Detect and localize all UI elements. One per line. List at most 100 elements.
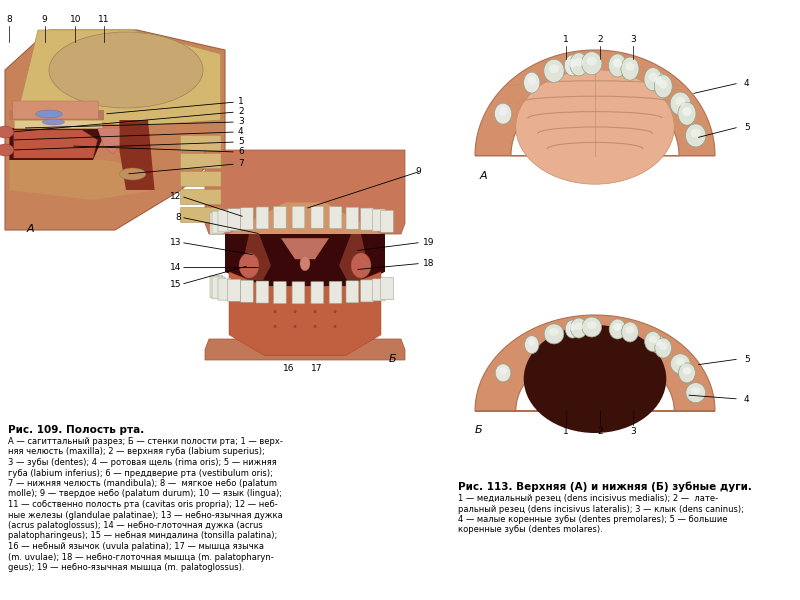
Ellipse shape <box>314 325 317 328</box>
Ellipse shape <box>119 168 146 180</box>
Ellipse shape <box>569 59 577 68</box>
Text: 15: 15 <box>170 280 181 289</box>
Ellipse shape <box>274 325 277 328</box>
Ellipse shape <box>300 256 310 271</box>
Polygon shape <box>14 130 98 158</box>
Text: 2: 2 <box>597 35 602 44</box>
FancyBboxPatch shape <box>381 211 394 232</box>
FancyBboxPatch shape <box>241 208 254 230</box>
FancyBboxPatch shape <box>228 279 240 301</box>
FancyBboxPatch shape <box>330 281 342 304</box>
Text: 7 — нижняя челюсть (mandibula); 8 —  мягкое небо (palatum: 7 — нижняя челюсть (mandibula); 8 — мягк… <box>8 479 277 488</box>
Text: А — сагиттальный разрез; Б — стенки полости рта; 1 — верх-: А — сагиттальный разрез; Б — стенки поло… <box>8 437 283 446</box>
Ellipse shape <box>544 324 564 344</box>
Polygon shape <box>281 238 329 259</box>
Ellipse shape <box>274 295 277 299</box>
Polygon shape <box>243 234 271 280</box>
Ellipse shape <box>651 335 666 353</box>
Text: 5: 5 <box>744 122 750 131</box>
FancyBboxPatch shape <box>210 275 222 298</box>
FancyBboxPatch shape <box>241 280 254 302</box>
Ellipse shape <box>528 76 536 85</box>
Text: 7: 7 <box>238 160 244 169</box>
Ellipse shape <box>582 52 602 75</box>
Ellipse shape <box>574 58 583 67</box>
Ellipse shape <box>294 295 297 299</box>
Ellipse shape <box>670 354 690 374</box>
Ellipse shape <box>582 317 602 337</box>
Ellipse shape <box>0 126 14 138</box>
Ellipse shape <box>549 64 559 73</box>
Polygon shape <box>339 234 367 280</box>
FancyBboxPatch shape <box>181 190 221 205</box>
Polygon shape <box>98 128 119 154</box>
Text: Б: Б <box>389 354 397 364</box>
Text: 5: 5 <box>238 137 244 146</box>
Text: 4: 4 <box>744 395 750 403</box>
Text: коренные зубы (dentes molares).: коренные зубы (dentes molares). <box>458 526 602 535</box>
FancyBboxPatch shape <box>330 206 342 229</box>
FancyBboxPatch shape <box>14 120 102 128</box>
Ellipse shape <box>294 325 297 328</box>
Polygon shape <box>229 202 381 234</box>
Text: Рис. 109. Полость рта.: Рис. 109. Полость рта. <box>8 425 144 435</box>
FancyBboxPatch shape <box>274 281 286 304</box>
Ellipse shape <box>498 107 507 116</box>
Text: 1: 1 <box>563 427 569 436</box>
Text: 19: 19 <box>423 238 434 247</box>
Ellipse shape <box>294 310 297 313</box>
Polygon shape <box>225 234 385 286</box>
Ellipse shape <box>644 68 662 91</box>
Ellipse shape <box>586 56 597 65</box>
Text: 8: 8 <box>6 15 12 24</box>
Text: palatopharingeus); 15 — небная миндалина (tonsilla palatina);: palatopharingeus); 15 — небная миндалина… <box>8 532 278 541</box>
Ellipse shape <box>686 124 706 147</box>
Ellipse shape <box>587 321 597 329</box>
Ellipse shape <box>614 323 622 331</box>
Polygon shape <box>10 160 154 200</box>
Ellipse shape <box>614 323 621 331</box>
Polygon shape <box>205 150 405 234</box>
Text: 3: 3 <box>238 118 244 127</box>
Ellipse shape <box>675 358 686 365</box>
Ellipse shape <box>609 54 626 77</box>
Ellipse shape <box>549 328 559 336</box>
Ellipse shape <box>544 59 564 82</box>
FancyBboxPatch shape <box>292 206 305 228</box>
Ellipse shape <box>690 387 701 394</box>
Ellipse shape <box>626 326 634 334</box>
Ellipse shape <box>682 367 691 374</box>
Ellipse shape <box>622 322 638 342</box>
Ellipse shape <box>334 325 337 328</box>
Ellipse shape <box>274 310 277 313</box>
Ellipse shape <box>495 364 511 382</box>
Text: 1: 1 <box>238 97 244 107</box>
Ellipse shape <box>516 70 674 184</box>
Text: (m. uvulae); 18 — небно-глоточная мышца (m. palatopharyn-: (m. uvulae); 18 — небно-глоточная мышца … <box>8 553 274 562</box>
Text: 1: 1 <box>563 35 569 44</box>
Ellipse shape <box>525 335 539 353</box>
FancyBboxPatch shape <box>372 279 385 301</box>
Text: (acrus palatoglossus); 14 — небно-глоточная дужка (acrus: (acrus palatoglossus); 14 — небно-глоточ… <box>8 521 262 530</box>
Text: 3: 3 <box>630 35 636 44</box>
Ellipse shape <box>678 363 695 383</box>
Polygon shape <box>16 30 221 126</box>
Ellipse shape <box>613 59 622 68</box>
Ellipse shape <box>649 336 658 343</box>
Ellipse shape <box>528 339 535 346</box>
FancyBboxPatch shape <box>210 212 222 235</box>
Ellipse shape <box>654 339 662 346</box>
Text: Рис. 113. Верхняя (А) и нижняя (Б) зубные дуги.: Рис. 113. Верхняя (А) и нижняя (Б) зубны… <box>458 482 752 493</box>
Ellipse shape <box>42 119 64 125</box>
Ellipse shape <box>0 144 14 156</box>
Ellipse shape <box>670 92 690 115</box>
Ellipse shape <box>49 32 203 108</box>
Ellipse shape <box>494 103 512 124</box>
FancyBboxPatch shape <box>218 210 230 232</box>
FancyBboxPatch shape <box>212 277 225 299</box>
Text: 4: 4 <box>238 127 244 136</box>
Ellipse shape <box>524 325 666 433</box>
Text: 16: 16 <box>283 364 294 373</box>
Ellipse shape <box>609 319 626 339</box>
FancyBboxPatch shape <box>256 281 269 303</box>
